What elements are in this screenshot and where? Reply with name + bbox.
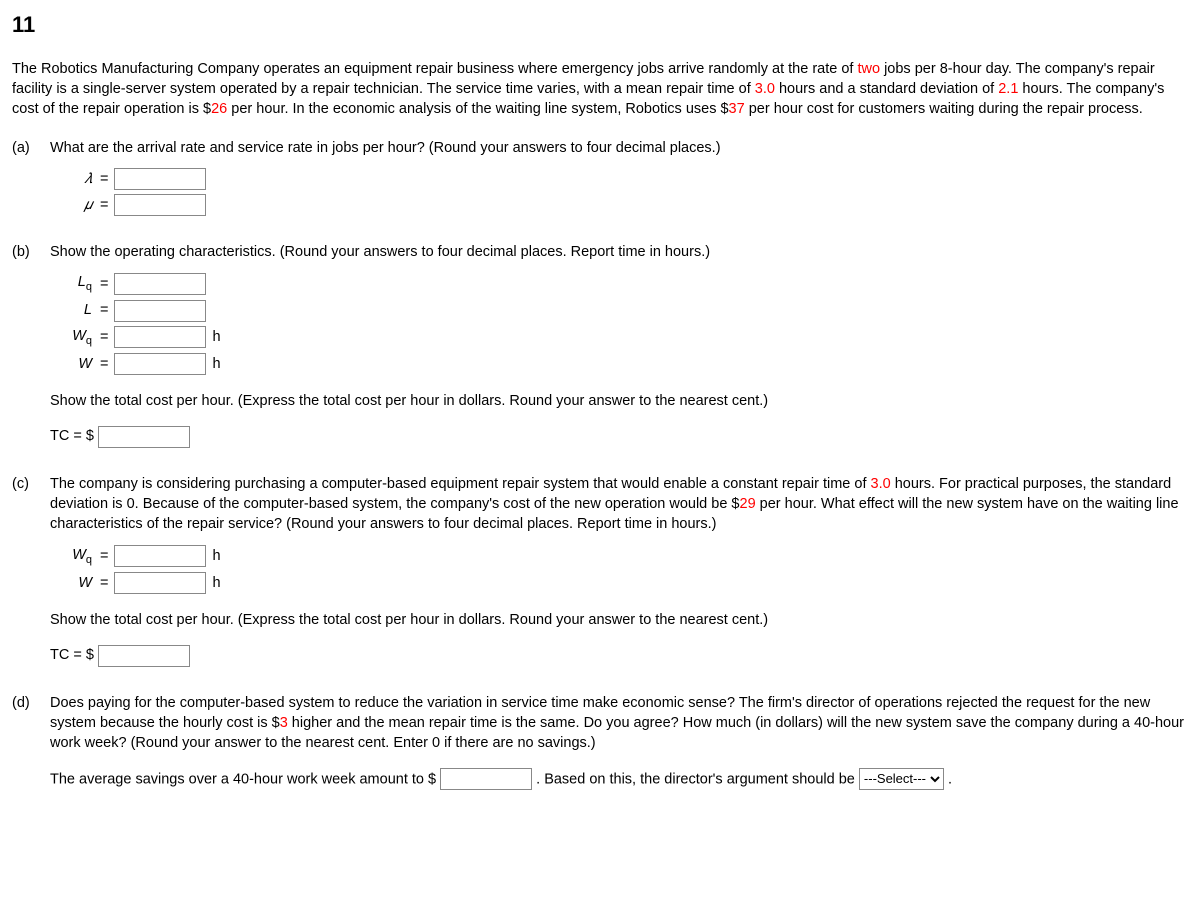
equals: = (94, 169, 114, 189)
equals: = (94, 354, 114, 374)
part-a-label: (a) (12, 138, 50, 220)
part-d-prompt: Does paying for the computer-based syste… (50, 693, 1188, 754)
part-c-label: (c) (12, 474, 50, 671)
tc-label: TC = $ (50, 645, 94, 665)
mu-label: 𝜇 (50, 195, 94, 215)
text: per hour cost for customers waiting duri… (745, 101, 1143, 117)
part-c: (c) The company is considering purchasin… (12, 474, 1188, 671)
w-input[interactable] (114, 353, 206, 375)
mu-row: 𝜇 = (50, 194, 1188, 216)
tc-input[interactable] (98, 426, 190, 448)
w-input-c[interactable] (114, 572, 206, 594)
wq-label: Wq (50, 326, 94, 349)
lambda-label: 𝜆 (50, 169, 94, 189)
problem-statement: The Robotics Manufacturing Company opera… (12, 59, 1188, 120)
l-row: L = (50, 300, 1188, 322)
hours-unit: h (206, 327, 220, 347)
question-number: 11 (12, 10, 1188, 41)
part-b-prompt: Show the operating characteristics. (Rou… (50, 242, 1188, 262)
part-c-tc-prompt: Show the total cost per hour. (Express t… (50, 610, 1188, 630)
part-d-label: (d) (12, 693, 50, 800)
tc-row-c: TC = $ (50, 645, 1188, 667)
text: The company is considering purchasing a … (50, 476, 871, 492)
lambda-row: 𝜆 = (50, 168, 1188, 190)
w-label: W (50, 354, 94, 374)
value-3-0: 3.0 (871, 476, 891, 492)
equals: = (94, 300, 114, 320)
equals: = (94, 546, 114, 566)
part-a-prompt: What are the arrival rate and service ra… (50, 138, 1188, 158)
value-26: 26 (211, 101, 227, 117)
lambda-input[interactable] (114, 168, 206, 190)
lq-row: Lq = (50, 272, 1188, 295)
wq-row-c: Wq = h (50, 545, 1188, 568)
lq-label: Lq (50, 272, 94, 295)
l-input[interactable] (114, 300, 206, 322)
equals: = (94, 327, 114, 347)
w-row-c: W = h (50, 572, 1188, 594)
equals: = (94, 274, 114, 294)
wq-input-c[interactable] (114, 545, 206, 567)
lq-input[interactable] (114, 273, 206, 295)
part-c-prompt: The company is considering purchasing a … (50, 474, 1188, 535)
text: The Robotics Manufacturing Company opera… (12, 61, 857, 77)
hours-unit: h (206, 546, 220, 566)
value-37: 37 (729, 101, 745, 117)
text: hours and a standard deviation of (775, 81, 998, 97)
equals: = (94, 573, 114, 593)
director-select[interactable]: ---Select--- (859, 768, 944, 790)
part-b: (b) Show the operating characteristics. … (12, 242, 1188, 452)
part-d: (d) Does paying for the computer-based s… (12, 693, 1188, 800)
value-two: two (857, 61, 880, 77)
hours-unit: h (206, 354, 220, 374)
tc-row: TC = $ (50, 426, 1188, 448)
w-label: W (50, 573, 94, 593)
part-a: (a) What are the arrival rate and servic… (12, 138, 1188, 220)
value-3-0: 3.0 (755, 81, 775, 97)
text: per hour. In the economic analysis of th… (227, 101, 728, 117)
savings-input[interactable] (440, 768, 532, 790)
part-b-label: (b) (12, 242, 50, 452)
tc-input-c[interactable] (98, 645, 190, 667)
l-label: L (50, 300, 94, 320)
text: . (948, 771, 952, 787)
value-2-1: 2.1 (998, 81, 1018, 97)
wq-row: Wq = h (50, 326, 1188, 349)
w-row: W = h (50, 353, 1188, 375)
part-b-tc-prompt: Show the total cost per hour. (Express t… (50, 391, 1188, 411)
wq-input[interactable] (114, 326, 206, 348)
text: The average savings over a 40-hour work … (50, 771, 436, 787)
part-d-answer-line: The average savings over a 40-hour work … (50, 768, 1188, 790)
wq-label: Wq (50, 545, 94, 568)
hours-unit: h (206, 573, 220, 593)
text: . Based on this, the director's argument… (536, 771, 859, 787)
tc-label: TC = $ (50, 426, 94, 446)
equals: = (94, 195, 114, 215)
value-3: 3 (280, 715, 288, 731)
mu-input[interactable] (114, 194, 206, 216)
value-29: 29 (740, 496, 756, 512)
